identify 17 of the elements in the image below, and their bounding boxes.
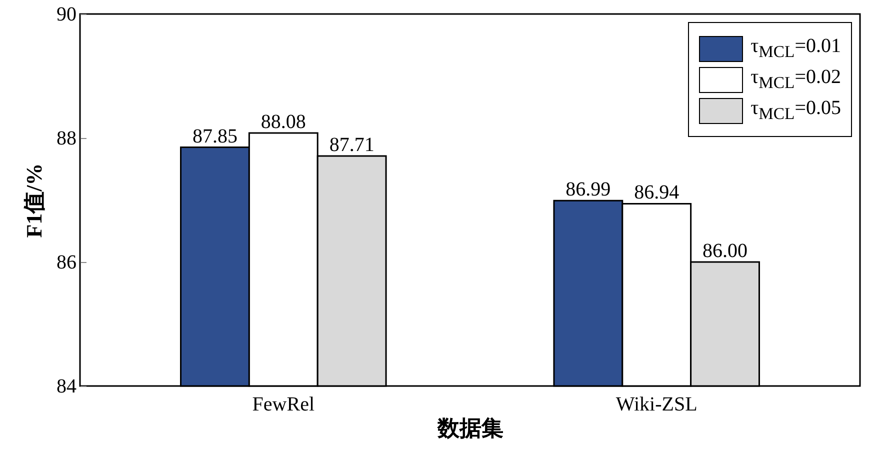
y-tick-label: 86	[56, 252, 76, 274]
y-tick-label: 90	[56, 4, 76, 26]
legend-label: τ$_{MCL}$=0.05	[750, 97, 841, 124]
x-axis-title: 数据集	[436, 416, 504, 440]
legend-label: τ$_{MCL}$=0.02	[750, 66, 841, 93]
data-label: 87.85	[192, 125, 238, 148]
x-tick-label: FewRel	[252, 394, 315, 416]
data-label: 86.00	[702, 240, 748, 262]
x-tick-label: Wiki-ZSL	[616, 394, 698, 416]
data-label: 87.71	[329, 134, 374, 156]
data-label: 86.99	[566, 178, 611, 201]
y-axis-title: F1值/%	[22, 163, 46, 238]
data-label: 88.08	[260, 111, 306, 134]
legend-label: τ$_{MCL}$=0.01	[750, 35, 841, 62]
y-tick-label: 88	[56, 128, 76, 150]
y-tick-label: 84	[56, 376, 76, 398]
data-label: 86.94	[634, 182, 680, 204]
